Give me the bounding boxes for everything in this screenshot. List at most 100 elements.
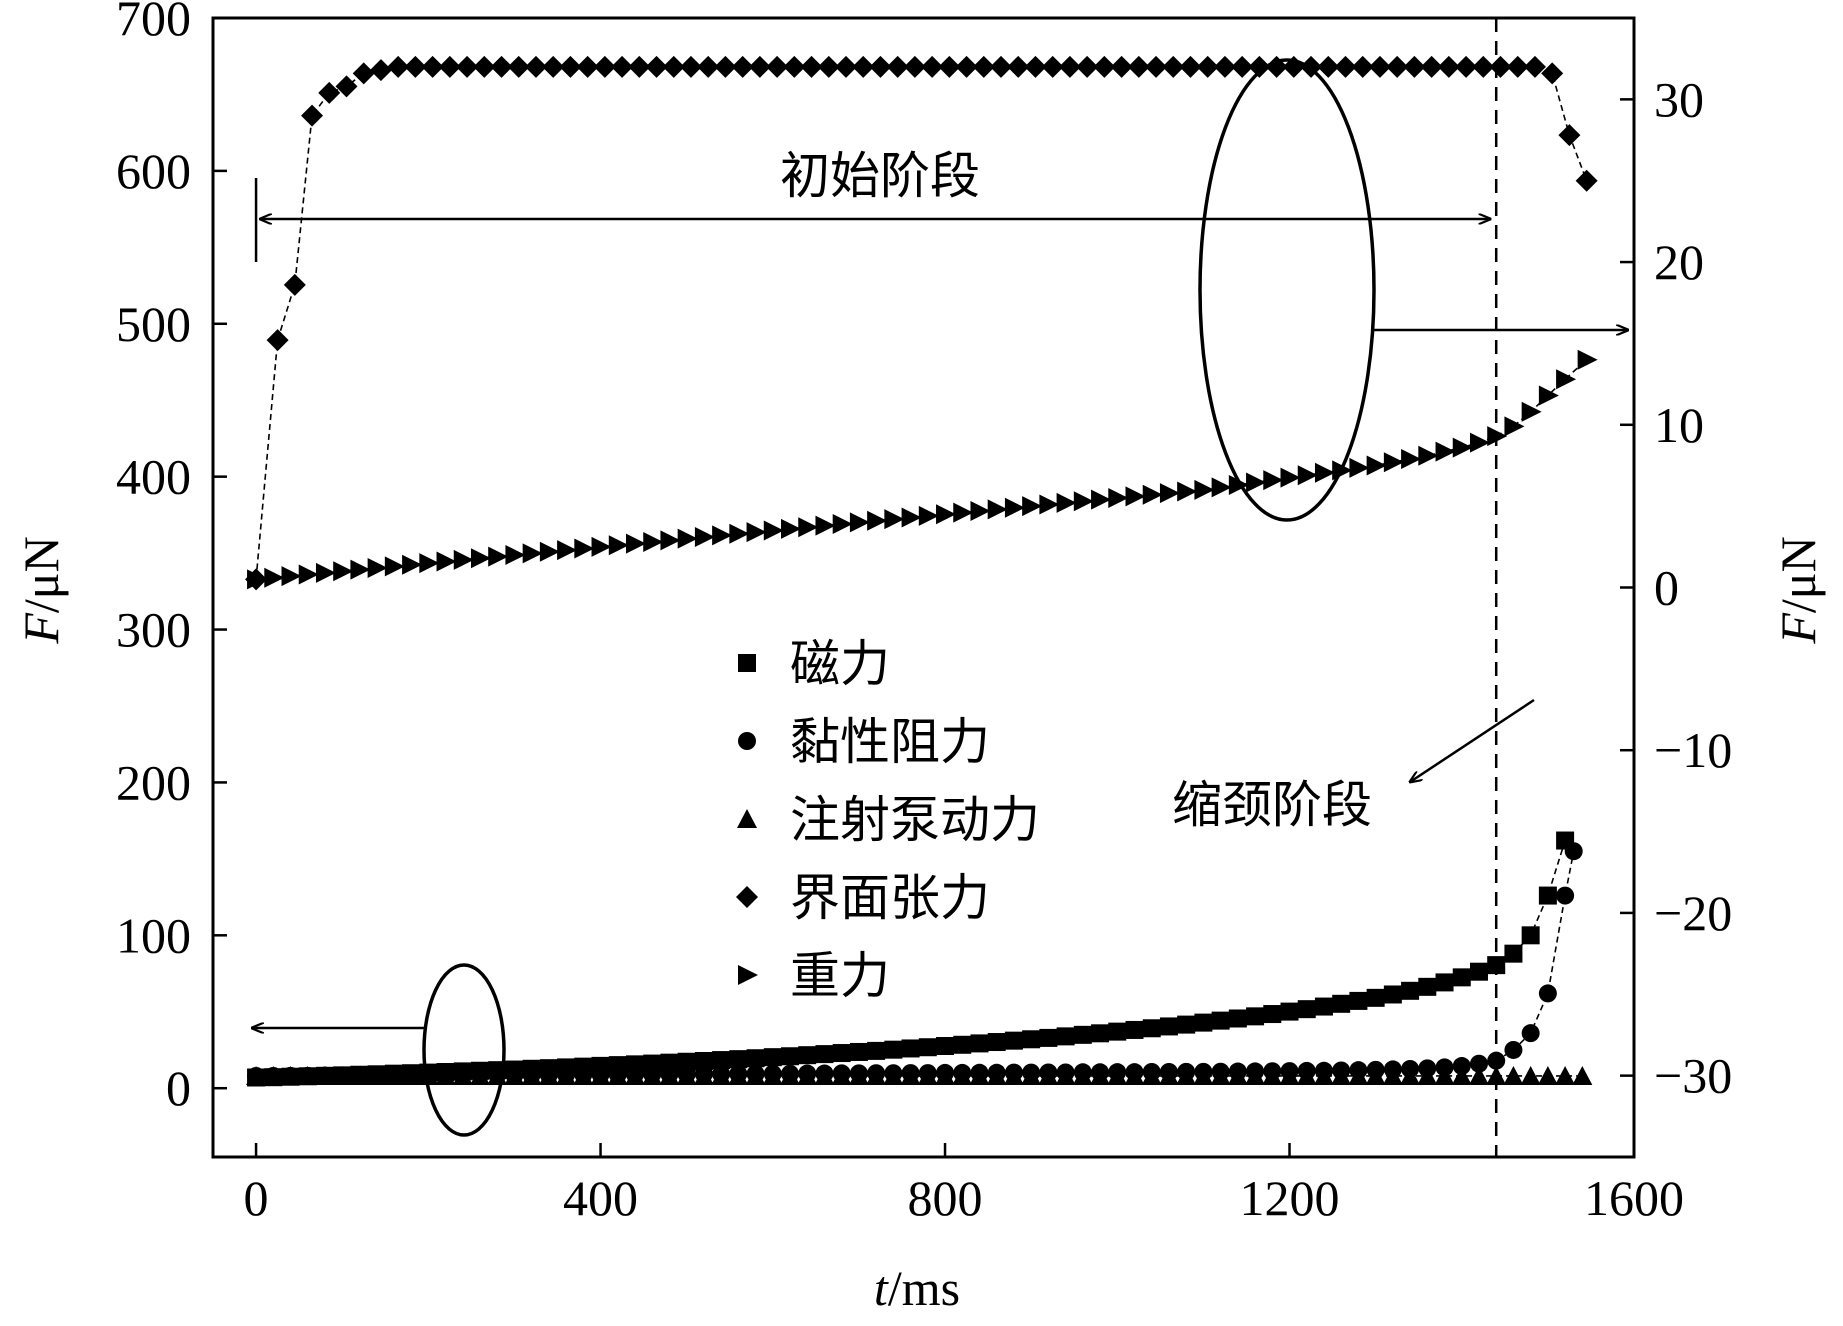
data-point	[1213, 55, 1236, 78]
data-point	[1365, 1065, 1386, 1085]
data-point	[1349, 991, 1368, 1010]
data-point	[1124, 1065, 1145, 1085]
data-point	[1487, 1051, 1506, 1070]
necking-stage-label: 缩颈阶段	[1172, 776, 1372, 834]
data-point	[1145, 55, 1168, 78]
data-point	[952, 1065, 973, 1085]
data-point	[1334, 55, 1357, 78]
data-point	[1162, 55, 1185, 78]
data-point	[1093, 55, 1116, 78]
data-point	[783, 55, 806, 78]
data-point	[1179, 55, 1202, 78]
data-point	[987, 1033, 1006, 1052]
axis-labels: t/ms F/μN F/μN	[13, 536, 1826, 1316]
legend-entry: 注射泵动力	[737, 791, 1040, 849]
data-point	[849, 1042, 868, 1061]
data-point	[969, 1065, 990, 1085]
x-tick-label: 400	[563, 1170, 638, 1226]
data-point	[953, 1035, 972, 1054]
data-point	[1382, 1065, 1403, 1085]
data-point	[1537, 1065, 1558, 1085]
legend-label: 注射泵动力	[790, 791, 1040, 849]
data-point	[1231, 55, 1254, 78]
data-point	[1472, 55, 1495, 78]
data-point	[1211, 477, 1232, 498]
data-point	[297, 1065, 318, 1085]
data-point	[1245, 1065, 1266, 1085]
data-point	[332, 1065, 353, 1085]
y-left-tick-label: 0	[166, 1060, 191, 1116]
data-point	[1469, 962, 1488, 981]
data-point	[938, 55, 961, 78]
data-point	[817, 55, 840, 78]
data-point	[453, 549, 474, 570]
data-point	[970, 1034, 989, 1053]
legend-label: 界面张力	[790, 869, 990, 927]
data-point	[1420, 55, 1443, 78]
data-point	[986, 1065, 1007, 1085]
data-point	[557, 540, 578, 561]
legend-label: 重力	[790, 947, 890, 1005]
data-point	[1489, 55, 1512, 78]
data-point	[645, 55, 668, 78]
data-point	[642, 1065, 663, 1085]
data-point	[1349, 457, 1370, 478]
legend-entry: 重力	[738, 947, 890, 1005]
data-point	[266, 329, 289, 352]
data-point	[452, 1065, 473, 1085]
data-point	[1503, 1065, 1524, 1085]
data-point	[1487, 426, 1508, 447]
data-point	[781, 518, 802, 539]
data-point	[1314, 462, 1335, 483]
y-left-tick-label: 200	[116, 754, 191, 810]
data-point	[1108, 488, 1129, 509]
data-point	[1022, 496, 1043, 517]
data-point	[1538, 984, 1557, 1003]
data-point	[712, 525, 733, 546]
data-point	[1248, 55, 1271, 78]
data-point	[901, 507, 922, 528]
data-point	[1383, 452, 1404, 473]
legend-entry: 磁力	[738, 635, 890, 693]
data-point	[1572, 1065, 1593, 1085]
data-point	[1021, 1065, 1042, 1085]
legend-entry: 界面张力	[736, 869, 990, 927]
y-right-tick-label: −20	[1654, 885, 1732, 941]
data-point	[972, 55, 995, 78]
data-point	[677, 1052, 696, 1071]
data-point	[694, 1051, 713, 1070]
data-point	[1193, 1065, 1214, 1085]
data-point	[1280, 1002, 1299, 1021]
data-point	[729, 523, 750, 544]
data-point	[1504, 416, 1525, 437]
data-point	[1296, 1065, 1317, 1085]
data-point	[1403, 55, 1426, 78]
data-point	[1091, 489, 1112, 510]
data-point	[1487, 956, 1506, 975]
data-point	[1469, 432, 1490, 453]
y-right-tick-label: −30	[1654, 1048, 1732, 1104]
data-point	[1521, 926, 1540, 945]
data-point	[763, 1048, 782, 1067]
data-point	[421, 55, 444, 78]
data-point	[507, 55, 530, 78]
data-point	[1313, 1065, 1334, 1085]
data-point	[1038, 1065, 1059, 1085]
data-point	[538, 1065, 559, 1085]
data-point	[1435, 973, 1454, 992]
data-point	[1007, 55, 1030, 78]
data-point	[745, 1065, 766, 1085]
data-point	[1297, 1000, 1316, 1019]
data-point	[283, 273, 306, 296]
data-point	[488, 546, 509, 567]
data-point	[643, 531, 664, 552]
data-point	[831, 1065, 852, 1085]
data-point	[402, 554, 423, 575]
data-point	[1469, 1054, 1488, 1073]
data-point	[404, 55, 427, 78]
data-point	[729, 1050, 748, 1069]
y-left-tick-label: 600	[116, 143, 191, 199]
data-point	[473, 55, 496, 78]
necking-stage-arrow	[1410, 698, 1535, 782]
